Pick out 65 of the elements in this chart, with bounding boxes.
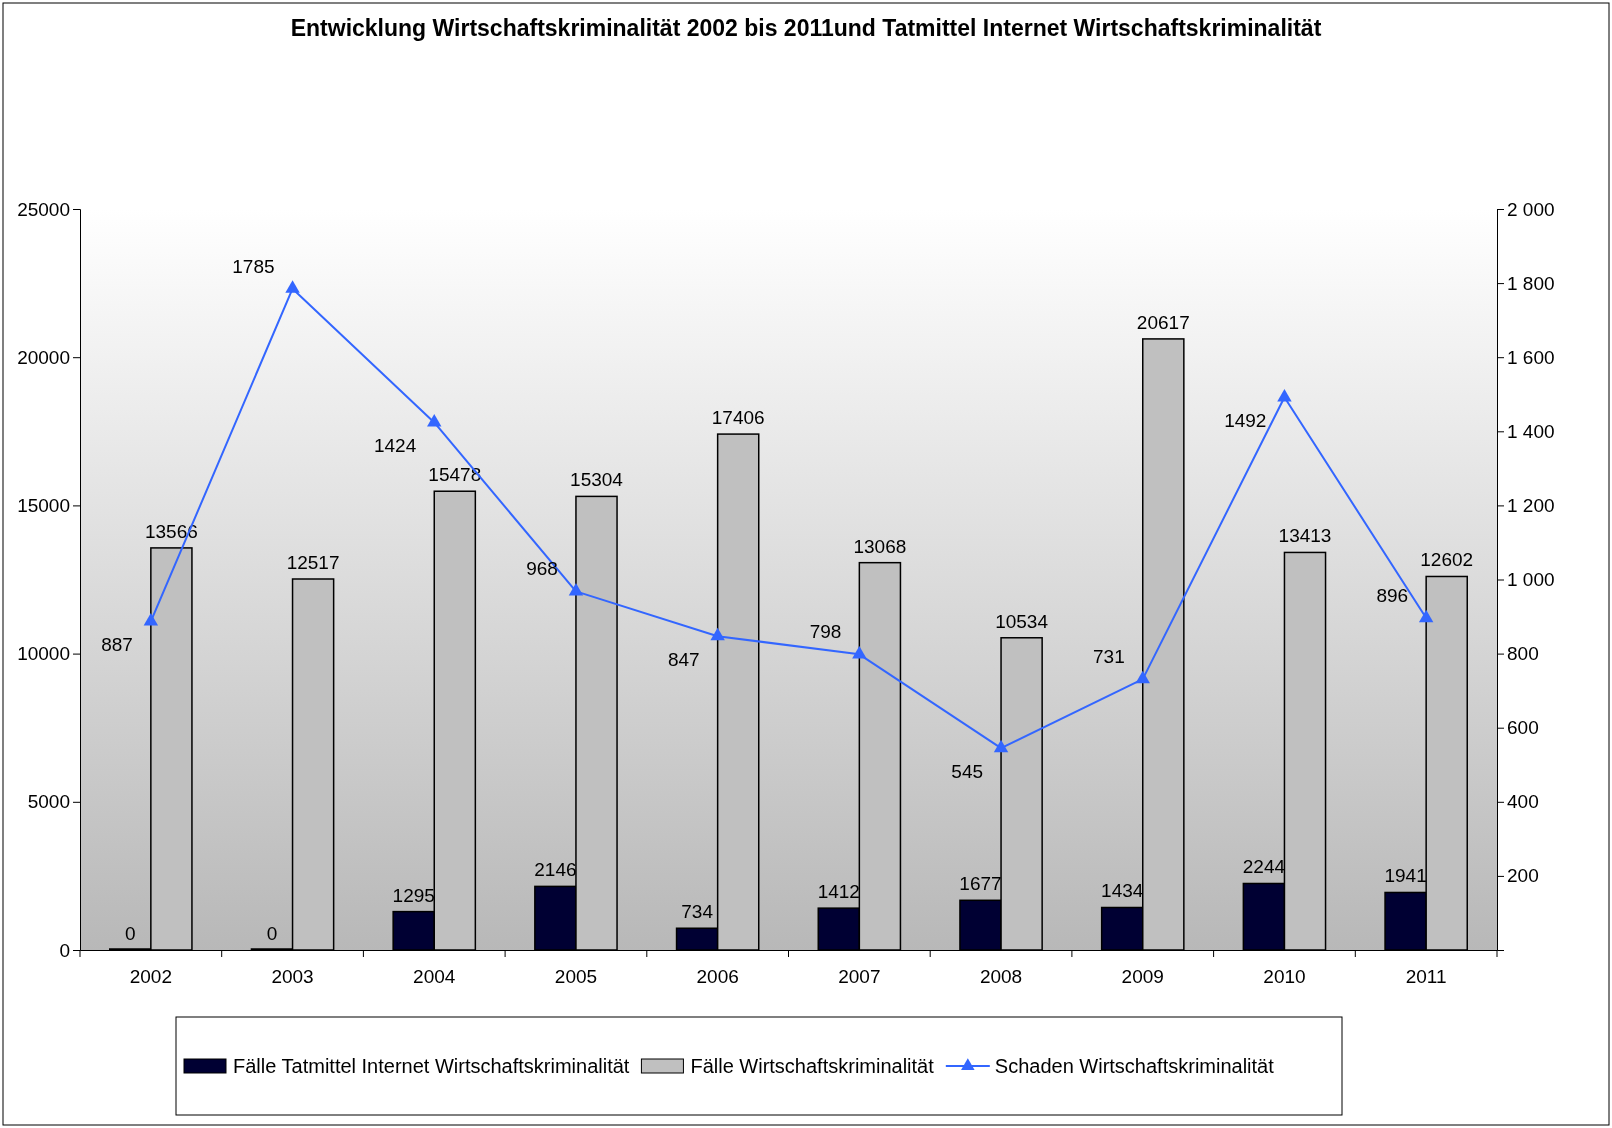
x-tick-label: 2008: [979, 966, 1023, 988]
x-tick-label: 2006: [696, 966, 739, 988]
data-label: 1412: [817, 881, 860, 903]
point: [993, 739, 1009, 753]
data-label: 968: [526, 558, 558, 580]
legend-label: Schaden Wirtschaftskriminalität: [994, 1055, 1275, 1077]
x-tick-label: 2005: [554, 966, 598, 988]
point: [1135, 670, 1150, 684]
y-tick-label: 20000: [17, 346, 70, 368]
point: [1277, 388, 1292, 402]
point: [568, 583, 584, 596]
x-tick-label: 2007: [838, 966, 881, 988]
y2-tick-label: 200: [1507, 865, 1539, 887]
data-label: 13068: [853, 535, 907, 557]
y2-tick-label: 1 000: [1507, 569, 1555, 591]
y2-tick-label: 1 400: [1507, 420, 1555, 442]
data-label: 0: [266, 923, 278, 944]
point: [710, 627, 725, 641]
data-label: 734: [681, 901, 714, 923]
y2-tick-label: 600: [1507, 717, 1539, 739]
y2-tick-label: 1 600: [1507, 346, 1555, 368]
data-label: 1785: [232, 255, 275, 277]
y-tick-label: 10000: [17, 643, 70, 665]
point: [285, 280, 300, 293]
y-tick-label: 0: [59, 939, 70, 961]
x-tick-label: 2003: [271, 966, 314, 988]
y2-tick-label: 2 000: [1507, 198, 1555, 220]
data-label: 17406: [711, 407, 765, 429]
y2-tick-label: 1 800: [1507, 272, 1555, 294]
point: [852, 646, 867, 659]
data-label: 1492: [1224, 410, 1267, 432]
data-label: 731: [1093, 646, 1125, 668]
x-tick-label: 2011: [1405, 966, 1447, 988]
x-tick-label: 2002: [129, 966, 172, 988]
data-label: 0: [125, 923, 136, 944]
data-label: 896: [1376, 585, 1409, 607]
y-tick-label: 15000: [17, 494, 70, 516]
data-label: 15304: [570, 469, 624, 491]
y2-tick-label: 1 200: [1507, 494, 1555, 516]
y2-tick-label: 400: [1507, 791, 1539, 813]
x-tick-label: 2004: [413, 966, 456, 988]
y-tick-label: 5000: [27, 791, 70, 813]
point: [1418, 609, 1434, 623]
data-label: 887: [101, 634, 133, 656]
data-label: 798: [809, 621, 842, 643]
data-label: 2244: [1242, 856, 1286, 878]
y2-tick-label: 800: [1507, 643, 1539, 665]
point: [427, 414, 442, 427]
data-label: 20617: [1136, 311, 1190, 333]
point: [143, 613, 159, 626]
legend-label: Fälle Tatmittel Internet Wirtschaftskriminalität: [233, 1055, 630, 1077]
data-label: 1434: [1101, 880, 1144, 902]
legend-label: Fälle Wirtschaftskriminalität: [690, 1055, 935, 1077]
data-label: 12602: [1420, 549, 1474, 571]
data-label: 13413: [1278, 525, 1332, 547]
y-tick-label: 25000: [17, 198, 70, 220]
data-label: 12517: [286, 552, 340, 573]
data-label: 1295: [392, 884, 435, 906]
data-label: 545: [951, 761, 984, 783]
data-label: 10534: [995, 610, 1049, 632]
chart-title: Entwicklung Wirtschaftskriminalität 2002 bis 2011und Tatmittel Internet Wirtschaftskriminalität: [290, 15, 1322, 41]
x-tick-label: 2009: [1121, 966, 1164, 988]
data-label: 1424: [373, 435, 417, 457]
x-tick-label: 2010: [1263, 966, 1306, 988]
data-label: 847: [667, 649, 700, 671]
